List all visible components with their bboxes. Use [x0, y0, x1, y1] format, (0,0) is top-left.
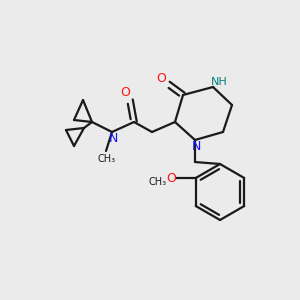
Text: NH: NH	[211, 77, 227, 87]
Text: N: N	[108, 133, 118, 146]
Text: CH₃: CH₃	[98, 154, 116, 164]
Text: O: O	[156, 73, 166, 85]
Text: O: O	[120, 86, 130, 100]
Text: N: N	[191, 140, 201, 152]
Text: CH₃: CH₃	[149, 177, 167, 187]
Text: O: O	[166, 172, 176, 184]
